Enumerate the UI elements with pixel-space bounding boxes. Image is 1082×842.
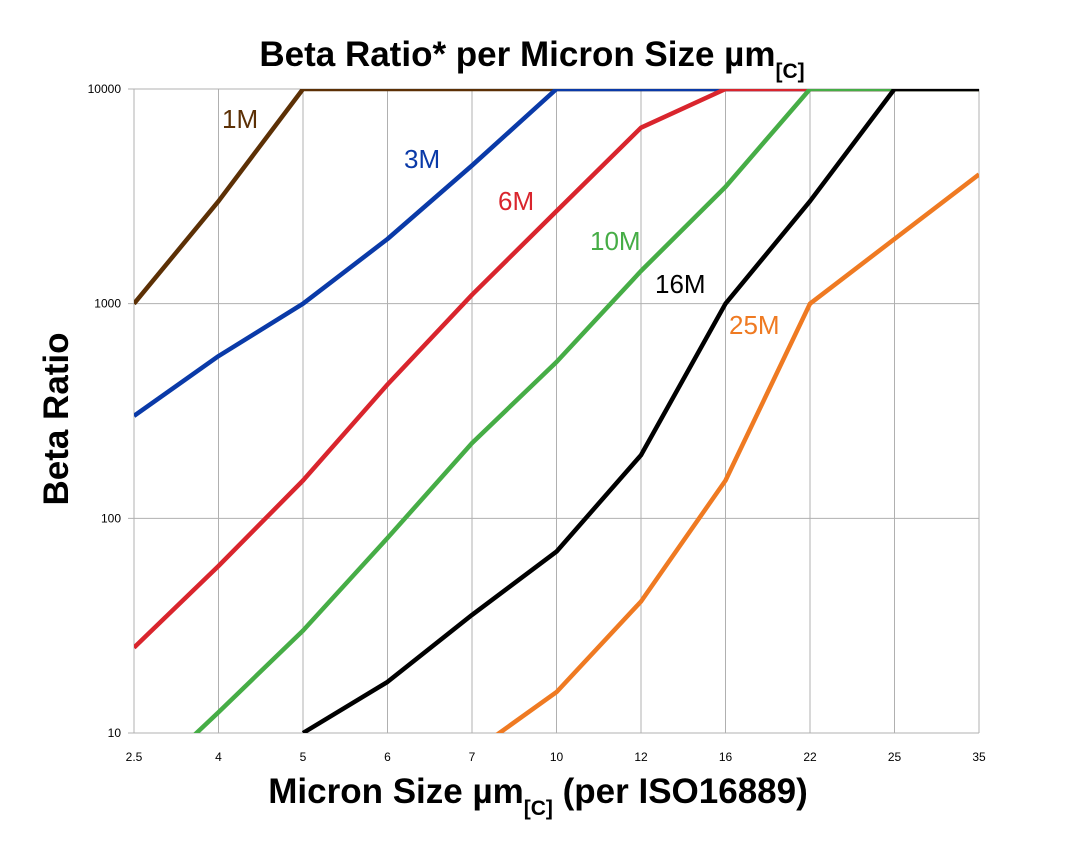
x-axis-label-subscript: [C] <box>524 797 553 820</box>
series-line-25m <box>495 172 979 733</box>
x-tick-label: 35 <box>972 750 986 764</box>
x-tick-label: 25 <box>888 750 902 764</box>
series-line-1m <box>134 89 979 306</box>
series-labels: 1M 3M 6M 10M 16M 25M <box>222 104 780 340</box>
x-tick-label: 7 <box>469 750 476 764</box>
y-tick-label: 100 <box>101 511 121 525</box>
series-label-6m: 6M <box>498 186 534 216</box>
series-label-1m: 1M <box>222 104 258 134</box>
series-label-16m: 16M <box>655 269 706 299</box>
x-tick-label: 22 <box>803 750 817 764</box>
x-tick-label: 4 <box>215 750 222 764</box>
x-tick-label: 12 <box>634 750 648 764</box>
y-tick-label: 10 <box>108 726 122 740</box>
x-axis-label: Micron Size µm[C] (per ISO16889) <box>268 772 808 820</box>
x-tick-label: 5 <box>300 750 307 764</box>
y-tick-label: 10000 <box>88 82 122 96</box>
series-line-3m <box>134 89 979 418</box>
series-line-16m <box>301 89 979 733</box>
series-lines <box>134 89 979 733</box>
series-label-10m: 10M <box>590 226 641 256</box>
series-line-10m <box>193 89 979 733</box>
series-label-25m: 25M <box>729 310 780 340</box>
series-label-3m: 3M <box>404 144 440 174</box>
tick-labels: 2.5 4 5 6 7 10 12 16 22 25 35 10 100 1000 10000 <box>88 82 986 764</box>
y-axis-label: Beta Ratio <box>37 332 76 505</box>
chart-title-subscript: [C] <box>775 60 804 83</box>
y-tick-label: 1000 <box>94 297 121 311</box>
grid <box>128 88 980 734</box>
x-tick-label: 2.5 <box>126 750 143 764</box>
x-tick-label: 16 <box>719 750 733 764</box>
x-tick-label: 10 <box>550 750 564 764</box>
chart-title-text: Beta Ratio* per Micron Size µm <box>259 35 775 74</box>
chart-title: Beta Ratio* per Micron Size µm[C] <box>259 35 804 83</box>
series-line-6m <box>134 89 979 650</box>
x-axis-label-text: Micron Size µm <box>268 772 524 811</box>
x-axis-label-suffix: (per ISO16889) <box>553 772 808 811</box>
x-tick-label: 6 <box>384 750 391 764</box>
